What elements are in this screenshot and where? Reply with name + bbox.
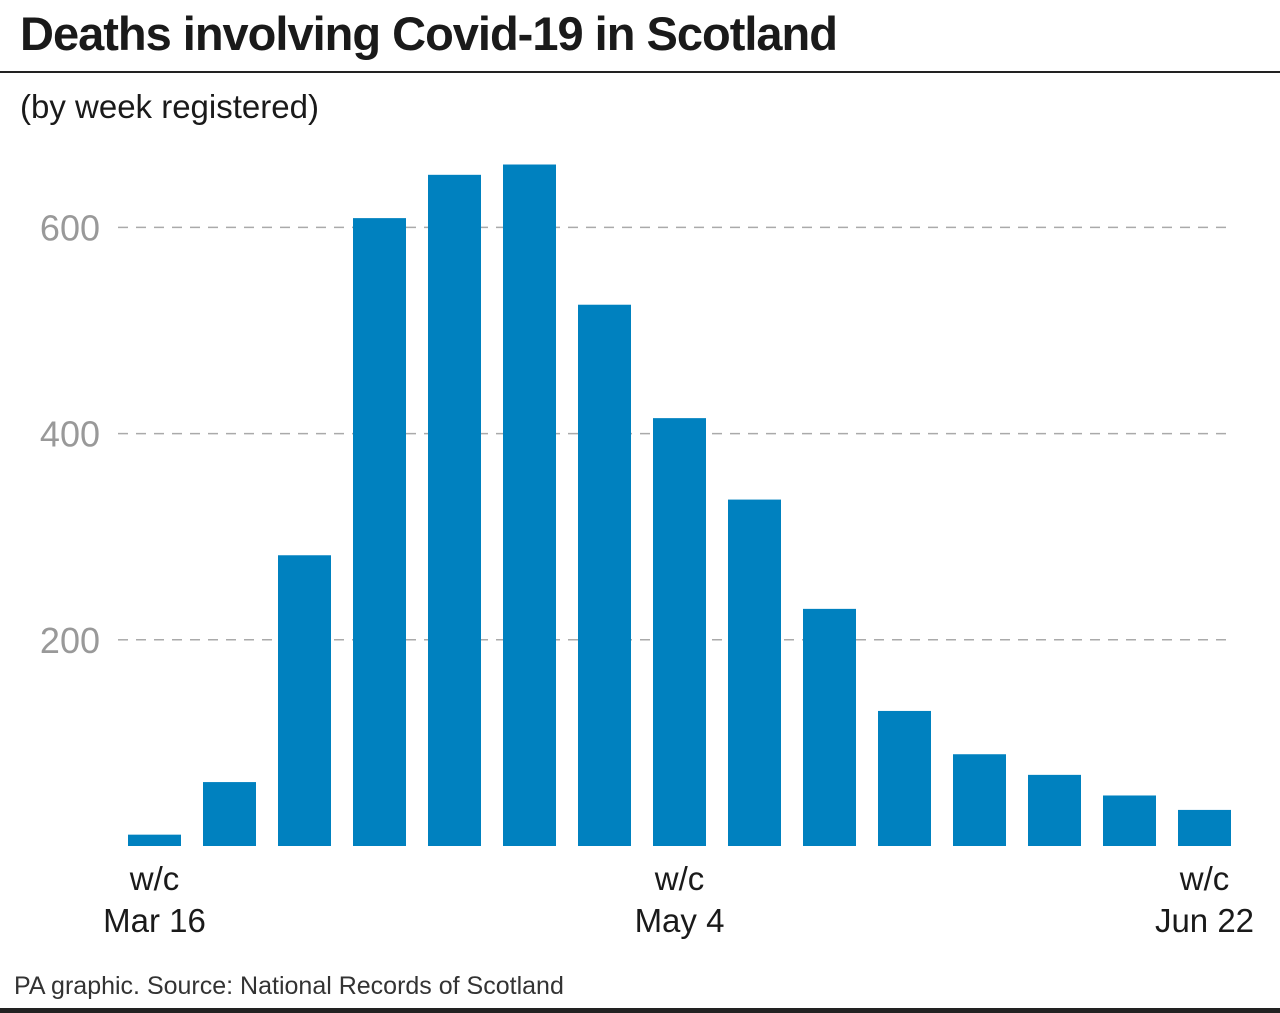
y-tick-label: 200 <box>40 620 100 661</box>
source-footer: PA graphic. Source: National Records of … <box>14 972 564 1000</box>
bar <box>1028 774 1081 846</box>
bar <box>728 499 781 846</box>
bottom-bar <box>0 1008 1280 1013</box>
x-tick-label: Jun 22 <box>1155 902 1254 939</box>
bar <box>428 174 481 847</box>
chart-title: Deaths involving Covid-19 in Scotland <box>20 7 838 60</box>
bar <box>278 555 331 846</box>
x-tick-label: w/c <box>129 860 180 897</box>
chart-subtitle: (by week registered) <box>20 88 319 125</box>
title-divider <box>0 71 1280 73</box>
bar <box>878 710 931 846</box>
bar <box>353 218 406 847</box>
x-tick-label: w/c <box>1179 860 1230 897</box>
bar <box>128 834 181 846</box>
bar <box>203 782 256 846</box>
x-tick-label: w/c <box>654 860 705 897</box>
bar <box>1103 795 1156 846</box>
x-tick-label: May 4 <box>635 902 725 939</box>
x-tick-label: Mar 16 <box>103 902 206 939</box>
bar <box>578 304 631 847</box>
bar <box>803 608 856 846</box>
bar <box>653 418 706 846</box>
bar <box>1178 809 1231 846</box>
y-tick-label: 600 <box>40 207 100 248</box>
bar <box>953 754 1006 846</box>
y-tick-label: 400 <box>40 414 100 455</box>
bar <box>503 164 556 846</box>
